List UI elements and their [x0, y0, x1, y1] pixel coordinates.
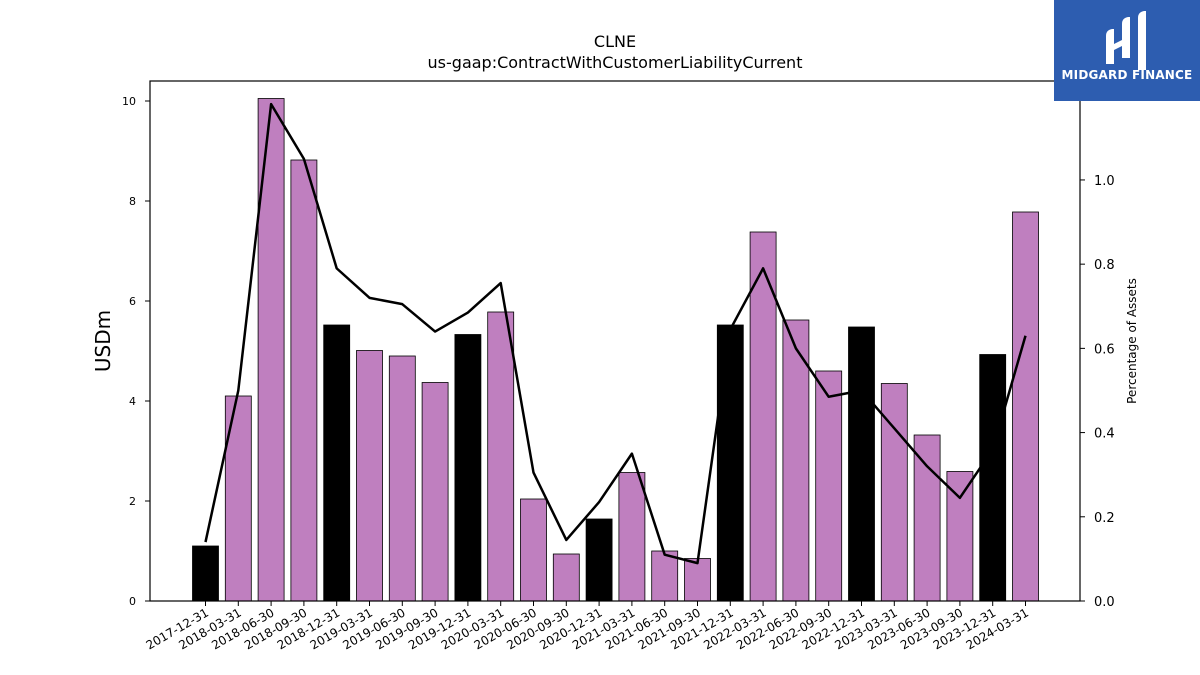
bar-2021-12-31 [716, 324, 744, 602]
bar-2021-09-30 [684, 558, 711, 602]
y2-tick-label: 0.4 [1094, 427, 1115, 442]
bar-2022-09-30 [815, 370, 843, 602]
bar-2019-09-30 [421, 382, 449, 602]
y-tick-label: 0 [129, 595, 136, 608]
y2-axis-label: Percentage of Assets [1125, 278, 1139, 404]
bars-group [192, 98, 1039, 602]
y2-tick-label: 0.6 [1094, 342, 1115, 357]
bar-2019-03-31 [356, 350, 383, 602]
bar-2020-03-31 [487, 311, 515, 602]
y2-tick-label: 0.0 [1094, 595, 1115, 610]
y-tick-label: 4 [129, 395, 136, 408]
bar-2023-12-31 [979, 354, 1007, 602]
plot-frame [149, 80, 1081, 602]
y-tick-label: 2 [129, 495, 136, 508]
chart-subtitle: us-gaap:ContractWithCustomerLiabilityCur… [427, 53, 803, 72]
left-axis-ticks: 0 2 4 6 8 10 [122, 95, 150, 608]
bar-2021-06-30 [651, 550, 679, 602]
y-tick-label: 8 [129, 195, 136, 208]
bar-2023-06-30 [913, 434, 941, 602]
bar-2020-06-30 [520, 498, 547, 602]
y-tick-label: 10 [122, 95, 136, 108]
y2-tick-label: 0.2 [1094, 511, 1115, 526]
right-axis-ticks: 0.0 0.2 0.4 0.6 0.8 1.0 [1080, 174, 1115, 610]
percentage-line [204, 102, 1027, 565]
y-tick-label: 6 [129, 295, 136, 308]
x-axis-ticks: 2017-12-312018-03-312018-06-302018-09-30… [144, 601, 1031, 652]
bar-2020-12-31 [585, 518, 613, 602]
y2-tick-label: 1.0 [1094, 174, 1115, 189]
bar-2020-09-30 [552, 553, 580, 602]
bar-2022-03-31 [749, 231, 777, 602]
bar-2021-03-31 [618, 472, 646, 602]
bar-2019-12-31 [454, 334, 482, 602]
line-group [204, 102, 1027, 565]
bar-2018-09-30 [290, 159, 318, 602]
bar-2018-12-31 [323, 324, 351, 602]
bar-2017-12-31 [192, 545, 219, 602]
bar-2019-06-30 [388, 355, 416, 602]
bar-2022-06-30 [782, 319, 810, 602]
bar-2022-12-31 [848, 326, 875, 602]
y2-tick-label: 0.8 [1094, 258, 1115, 273]
logo-mark-icon [1106, 11, 1146, 70]
chart-title: CLNE [593, 32, 637, 51]
bar-2023-09-30 [946, 471, 974, 602]
bar-2024-03-31 [1012, 211, 1039, 602]
brand-logo: MIDGARD FINANCE [1054, 0, 1200, 101]
logo-text: MIDGARD FINANCE [1061, 68, 1193, 82]
y-axis-label: USDm [91, 310, 115, 372]
